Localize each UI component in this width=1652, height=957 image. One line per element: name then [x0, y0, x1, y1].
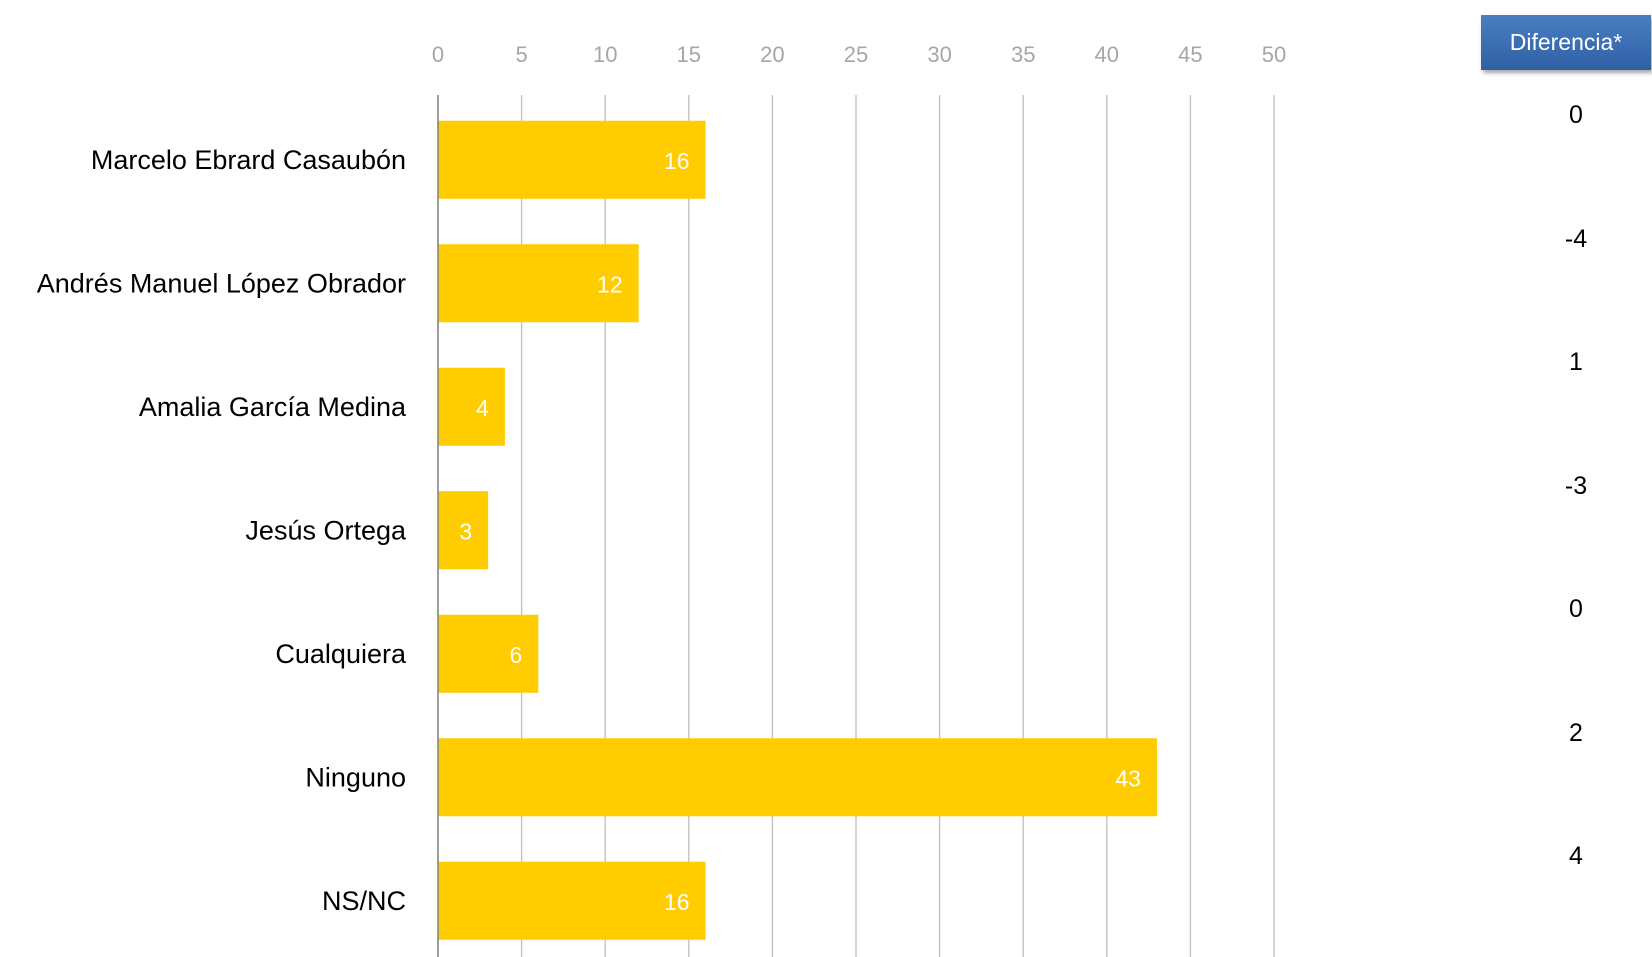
data-label: 16 [664, 148, 690, 174]
bar [438, 614, 539, 693]
bar [438, 861, 706, 940]
x-tick-label: 25 [844, 42, 868, 67]
bar [438, 738, 1157, 817]
category-label: Andrés Manuel López Obrador [37, 268, 406, 298]
x-tick-label: 5 [515, 42, 527, 67]
x-tick-label: 0 [432, 42, 444, 67]
bar [438, 491, 489, 570]
data-label: 16 [664, 889, 690, 915]
bar [438, 120, 706, 199]
data-label: 6 [510, 642, 523, 668]
bar-chart: 0 5 10 15 20 25 30 35 40 45 50 Marcelo Ebrard Casau… [37, 42, 1286, 957]
category-label: Cualquiera [275, 639, 407, 669]
data-label: 3 [459, 518, 472, 544]
bar [438, 367, 505, 446]
x-tick-label: 50 [1262, 42, 1286, 67]
difference-value: 4 [1569, 842, 1583, 870]
x-tick-label: 10 [593, 42, 617, 67]
difference-value: -4 [1564, 224, 1588, 253]
data-label: 12 [597, 271, 623, 297]
difference-value: 0 [1569, 101, 1583, 129]
category-label: Amalia García Medina [139, 392, 407, 422]
difference-header: Diferencia* [1481, 15, 1651, 70]
bar [438, 244, 639, 323]
x-tick-label: 45 [1178, 42, 1202, 67]
category-label: Marcelo Ebrard Casaubón [91, 145, 406, 175]
x-tick-label: 40 [1095, 42, 1119, 67]
x-tick-label: 15 [677, 42, 701, 67]
difference-value: 1 [1569, 348, 1583, 376]
difference-value: -3 [1564, 471, 1588, 500]
category-label: Ninguno [305, 762, 406, 792]
category-label: NS/NC [322, 886, 406, 916]
category-label: Jesús Ortega [245, 515, 407, 545]
x-tick-label: 30 [927, 42, 951, 67]
difference-value: 0 [1569, 595, 1583, 623]
difference-value: 2 [1569, 718, 1583, 747]
data-label: 43 [1115, 765, 1141, 791]
x-tick-label: 20 [760, 42, 784, 67]
x-tick-label: 35 [1011, 42, 1035, 67]
data-label: 4 [476, 395, 489, 421]
